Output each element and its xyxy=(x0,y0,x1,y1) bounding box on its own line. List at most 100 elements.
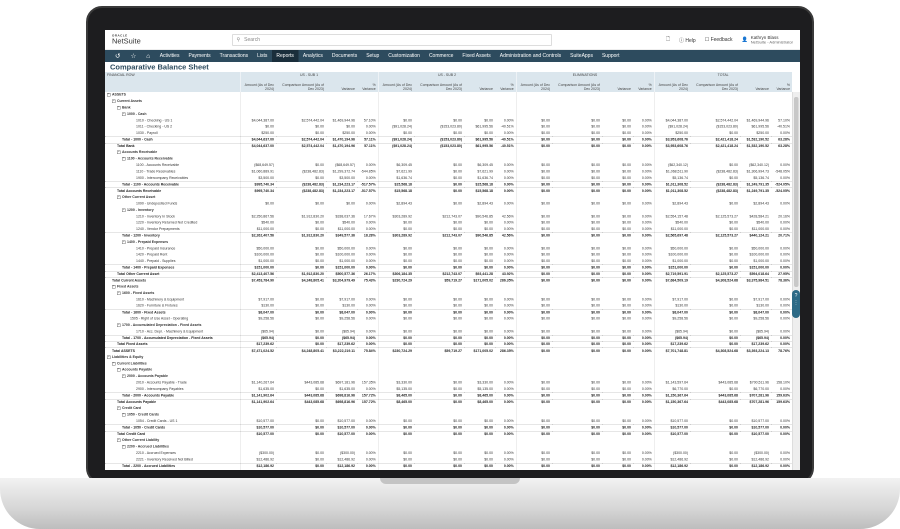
collapse-toggle-icon[interactable]: − xyxy=(122,157,126,161)
cell-value[interactable]: $1,912,830.20 xyxy=(301,214,324,219)
cell-value[interactable]: $0.00 xyxy=(453,221,462,225)
collapse-toggle-icon[interactable]: − xyxy=(117,368,121,372)
collapse-toggle-icon[interactable]: − xyxy=(112,99,116,104)
cell-value[interactable]: $0.00 xyxy=(377,341,414,348)
cell-value[interactable]: $0.00 xyxy=(729,176,739,180)
cell-value[interactable]: $1,000.00 xyxy=(339,259,355,263)
cell-value[interactable]: $0.00 xyxy=(377,430,414,438)
cell-value[interactable]: $0.00 xyxy=(315,221,324,225)
cell-value[interactable]: $0.00 xyxy=(377,226,414,233)
col-header[interactable]: Amount (As of Dec 2024) xyxy=(239,78,276,92)
cell-value[interactable]: $0.00 xyxy=(729,329,739,334)
cell-value[interactable]: $0.00 xyxy=(552,187,602,195)
col-header[interactable]: Variance xyxy=(740,78,772,92)
cell-value[interactable]: $2,125,573.27 xyxy=(690,270,741,278)
cell-value[interactable]: $11,000.00 xyxy=(653,226,691,233)
cell-value[interactable]: $4,044,637.00 xyxy=(239,136,276,144)
cell-value[interactable]: $0.00 xyxy=(591,246,600,251)
cell-value[interactable]: $0.00 xyxy=(315,163,324,168)
cell-value[interactable]: $12,186.92 xyxy=(653,462,691,470)
cell-value[interactable]: $440,124.21 xyxy=(740,232,772,240)
cell-value[interactable]: $1,912,830.20 xyxy=(276,232,326,240)
cell-value[interactable]: $4,248,805.41 xyxy=(276,347,326,355)
cell-value[interactable]: $0.00 xyxy=(414,392,464,400)
cell-value[interactable]: $0.00 xyxy=(239,200,276,208)
cell-value[interactable]: $0.00 xyxy=(591,118,600,123)
cell-value[interactable]: $0.00 xyxy=(515,270,552,278)
cell-value[interactable]: $0.00 xyxy=(484,317,493,321)
cell-value[interactable]: $0.00 xyxy=(464,462,495,470)
col-header[interactable]: Variance xyxy=(464,78,495,92)
cell-value[interactable]: $0.00 xyxy=(591,297,600,302)
cell-value[interactable]: $0.00 xyxy=(591,304,600,308)
cell-value[interactable]: $7,917.00 xyxy=(653,296,691,304)
cell-value[interactable]: $61,995.56 xyxy=(751,125,770,129)
cell-value[interactable]: $9,258.56 xyxy=(753,317,770,321)
cell-value[interactable]: $0.00 xyxy=(276,424,326,432)
cell-value[interactable]: $0.00 xyxy=(591,253,600,257)
cell-value[interactable]: $250.00 xyxy=(653,130,691,137)
cell-value[interactable]: $130.00 xyxy=(756,304,770,308)
cell-value[interactable]: $1,635.00 xyxy=(339,387,355,391)
cell-value[interactable]: $1,060,889.91 xyxy=(239,168,276,176)
cell-value[interactable]: $0.00 xyxy=(377,130,414,137)
cell-value[interactable]: $0.00 xyxy=(622,169,631,174)
cell-value[interactable]: $0.00 xyxy=(315,387,324,391)
cell-value[interactable]: $10,577.00 xyxy=(239,418,276,425)
recent-icon[interactable]: ↺ xyxy=(115,52,121,60)
cell-value[interactable]: $0.00 xyxy=(484,131,493,135)
cell-value[interactable]: ($91,028.24) xyxy=(653,123,691,131)
cell-value[interactable]: $12,486.92 xyxy=(239,456,276,464)
cell-value[interactable]: ($238,482.83) xyxy=(716,169,739,174)
cell-value[interactable]: $2,574,442.04 xyxy=(276,142,326,150)
cell-value[interactable]: $0.00 xyxy=(729,163,739,168)
cell-value[interactable]: $212,743.07 xyxy=(442,214,462,219)
cell-value[interactable]: $2,574,442.04 xyxy=(301,118,324,123)
cell-value[interactable]: $0.00 xyxy=(453,419,462,423)
cell-value[interactable]: $0.00 xyxy=(602,334,633,342)
cell-value[interactable]: $0.00 xyxy=(729,246,739,251)
col-header[interactable]: Variance xyxy=(602,78,633,92)
cell-value[interactable]: $3,330.00 xyxy=(377,379,414,387)
cell-value[interactable]: $8,047.00 xyxy=(740,309,772,316)
col-header[interactable]: Comparison Amount (As of Dec 2023) xyxy=(414,78,464,92)
netsuite-logo[interactable]: ORACLE NetSuite xyxy=(112,35,192,46)
cell-value[interactable]: $0.00 xyxy=(602,430,633,438)
cell-value[interactable]: $0.00 xyxy=(484,227,493,231)
cell-value[interactable]: $0.00 xyxy=(552,277,602,284)
cell-value[interactable]: $0.00 xyxy=(602,424,633,432)
cell-value[interactable]: $0.00 xyxy=(622,253,631,257)
cell-value[interactable]: $540.00 xyxy=(756,221,770,225)
collapse-toggle-icon[interactable]: − xyxy=(122,374,126,379)
cell-value[interactable]: $0.00 xyxy=(515,398,552,406)
cell-value[interactable]: $0.00 xyxy=(690,430,741,438)
collapse-toggle-icon[interactable]: − xyxy=(112,361,116,366)
cell-value[interactable]: $7,684,509.19 xyxy=(653,277,691,284)
cell-value[interactable]: $0.00 xyxy=(591,451,600,456)
cell-value[interactable]: $1,150,367.64 xyxy=(653,392,691,400)
cell-value[interactable]: $540.00 xyxy=(342,221,355,225)
cell-value[interactable]: $0.00 xyxy=(622,304,631,308)
cell-value[interactable]: $1,141,902.64 xyxy=(239,392,276,400)
cell-value[interactable]: $0.00 xyxy=(484,259,493,263)
cell-value[interactable]: $0.00 xyxy=(315,227,324,231)
cell-value[interactable]: $0.00 xyxy=(729,221,739,225)
cell-value[interactable]: ($65.94) xyxy=(239,334,276,342)
cell-value[interactable]: $10,577.00 xyxy=(653,418,691,425)
cell-value[interactable]: $7,621.99 xyxy=(377,168,414,176)
cell-value[interactable]: $17,239.62 xyxy=(653,341,691,348)
cell-value[interactable]: $0.00 xyxy=(453,163,462,168)
cell-value[interactable]: $443,085.68 xyxy=(276,398,326,406)
cell-value[interactable]: ($300.00) xyxy=(340,451,355,456)
cell-value[interactable]: $0.00 xyxy=(377,219,414,227)
cell-value[interactable]: $0.00 xyxy=(552,309,602,316)
cell-value[interactable]: $0.00 xyxy=(729,227,739,231)
cell-value[interactable]: $12,186.92 xyxy=(326,462,357,470)
cell-value[interactable]: ($68,649.57) xyxy=(335,163,355,168)
help-fab-button[interactable]: ? ⋮ xyxy=(792,290,800,318)
cell-value[interactable]: $0.00 xyxy=(276,341,326,348)
cell-value[interactable]: $500,577.36 xyxy=(326,270,357,278)
collapse-toggle-icon[interactable]: − xyxy=(107,355,111,359)
cell-value[interactable]: $0.00 xyxy=(622,214,631,219)
cell-value[interactable]: $10,577.00 xyxy=(239,430,276,438)
